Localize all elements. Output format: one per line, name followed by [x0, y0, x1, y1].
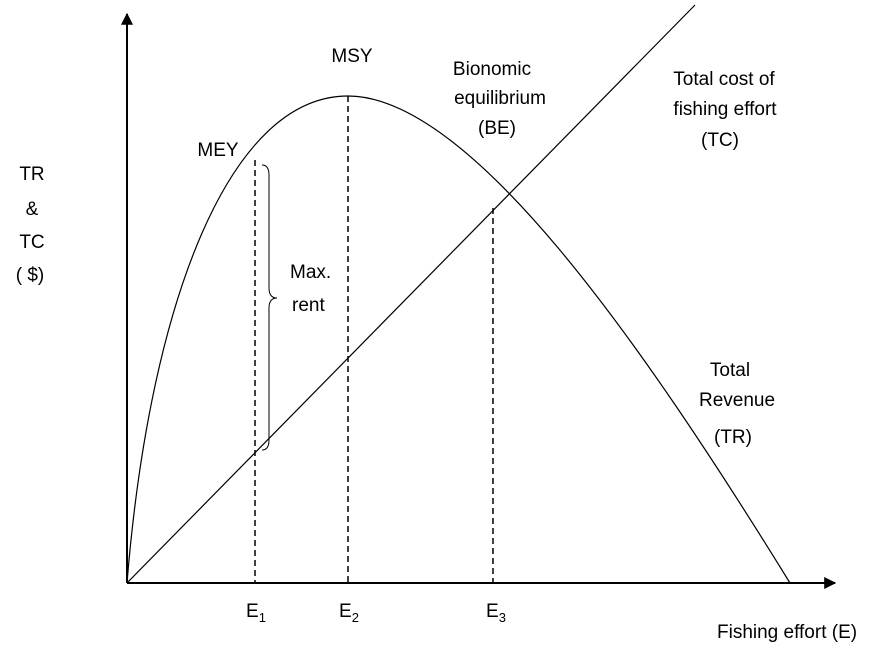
- label: Revenue: [699, 390, 775, 411]
- dashed-lines: [254, 96, 494, 583]
- label: Total: [710, 360, 750, 381]
- effort-label: E1: [246, 601, 266, 625]
- label: fishing effort: [673, 99, 777, 120]
- rent-brace: [261, 164, 278, 451]
- mey-label: MEY: [197, 140, 239, 161]
- rent-label: Max.: [290, 262, 331, 283]
- label: (BE): [478, 118, 516, 139]
- label: TC: [19, 232, 44, 253]
- effort-label: E2: [339, 601, 359, 625]
- x-axis-label: Fishing effort (E): [717, 622, 857, 643]
- letter: E: [339, 601, 352, 622]
- msy-label: MSY: [331, 46, 373, 67]
- rent-label: rent: [292, 295, 325, 316]
- tc-label: Total cost of fishing effort (TC): [673, 69, 777, 151]
- be-label: Bionomic equilibrium (BE): [453, 59, 546, 139]
- label: TR: [19, 164, 44, 185]
- label: &: [26, 199, 39, 220]
- tr-curve: [126, 95, 791, 584]
- y-axis-label: TR & TC ( $): [16, 164, 45, 286]
- tc-line: [126, 4, 696, 584]
- subscript: 1: [259, 610, 266, 625]
- effort-label: E3: [486, 601, 506, 625]
- letter: E: [246, 601, 259, 622]
- letter: E: [486, 601, 499, 622]
- label: Bionomic: [453, 59, 531, 80]
- tr-label: Total Revenue (TR): [699, 360, 775, 448]
- subscript: 3: [499, 610, 506, 625]
- subscript: 2: [352, 610, 359, 625]
- label: Total cost of: [673, 69, 775, 90]
- label: (TC): [701, 130, 739, 151]
- label: equilibrium: [454, 88, 546, 109]
- label: ( $): [16, 265, 45, 286]
- label: (TR): [714, 427, 752, 448]
